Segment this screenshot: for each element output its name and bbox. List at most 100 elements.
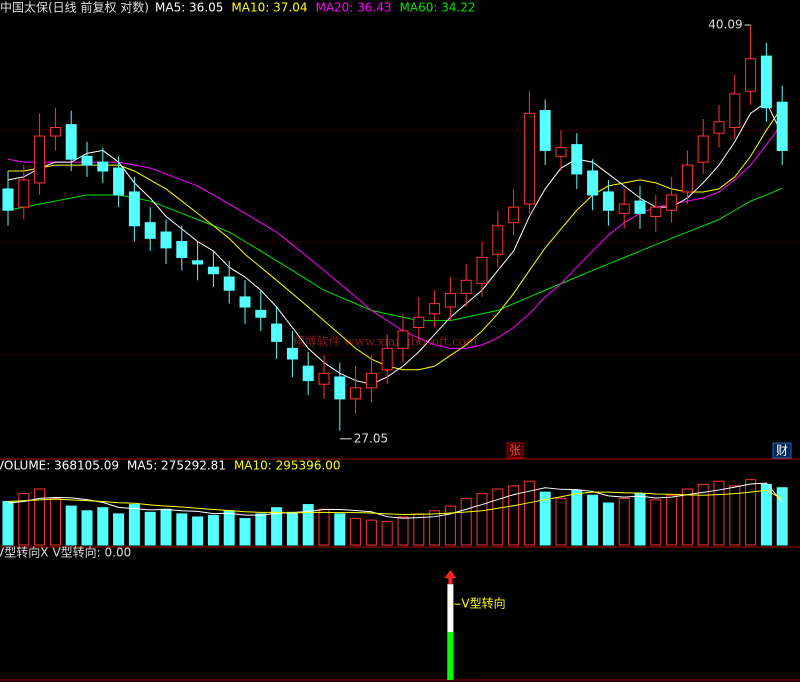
candle-body: [776, 101, 788, 151]
candle-body: [429, 303, 441, 315]
candle-body: [381, 347, 393, 371]
volume-bar: [2, 500, 14, 546]
candle-body: [571, 144, 583, 175]
volume-bar: [555, 497, 567, 546]
legend-entry: MA10: 37.04: [231, 1, 307, 15]
volume-bar: [81, 510, 93, 546]
candle-body: [365, 372, 377, 389]
signal-arrow: [444, 570, 457, 585]
candle-body: [286, 347, 298, 360]
candle-body: [255, 309, 267, 318]
volume-bar: [413, 513, 425, 546]
volume-bar: [634, 493, 646, 546]
volume-bar: [144, 511, 156, 546]
volume-bar: [350, 518, 362, 546]
volume-bar: [223, 510, 235, 546]
candle-body: [81, 155, 93, 166]
chart-title: 中国太保(日线 前复权 对数): [0, 0, 149, 15]
candle-body: [650, 206, 662, 217]
candle-body: [207, 266, 219, 275]
candle-body: [192, 260, 204, 265]
badge-box: [772, 442, 792, 459]
candle-body: [397, 330, 409, 349]
volume-bar: [713, 480, 725, 546]
candle-body: [745, 58, 757, 92]
candle-body: [176, 241, 188, 258]
volume-bar: [397, 516, 409, 546]
candle-body: [2, 188, 14, 211]
volume-bar: [587, 494, 599, 546]
indicator-title: V型转向X: [0, 545, 48, 560]
legend-entry: MA10: 295396.00: [234, 459, 341, 473]
badge-box: [506, 442, 524, 459]
volume-bar: [49, 497, 61, 546]
volume-ma-line: [7, 489, 783, 516]
candle-body: [302, 365, 314, 382]
volume-bar: [176, 513, 188, 546]
signal-annotation: V型转向: [461, 596, 505, 611]
badge: 财: [776, 444, 788, 458]
volume-bar: [302, 504, 314, 546]
candle-body: [760, 55, 772, 109]
candle-body: [697, 135, 709, 163]
candle-body: [65, 124, 77, 160]
candle-body: [160, 231, 172, 249]
legend-entry: MA20: 36.43: [315, 1, 391, 15]
high-label: 40.09: [708, 18, 742, 32]
legend-entry: MA5: 275292.81: [127, 459, 226, 473]
volume-bar: [697, 483, 709, 546]
volume-bar: [160, 508, 172, 546]
volume-bar: [745, 479, 757, 546]
candle-body: [113, 167, 125, 196]
candle-body: [413, 316, 425, 329]
volume-bar: [255, 513, 267, 546]
volume-bar: [539, 491, 551, 546]
volume-bar: [729, 485, 741, 546]
candle-body: [239, 296, 251, 308]
volume-bar: [650, 499, 662, 546]
volume-bar: [113, 513, 125, 546]
candle-body: [334, 376, 346, 400]
volume-bar: [476, 493, 488, 546]
legend-entry: MA60: 34.22: [400, 1, 476, 15]
volume-bar: [492, 488, 504, 546]
volume-bar: [760, 483, 772, 546]
dotted-guides: [0, 129, 800, 356]
candle-body: [602, 191, 614, 211]
volume-bar: [666, 494, 678, 546]
volume-bar: [318, 508, 330, 546]
volume-bar: [602, 502, 614, 546]
volume-bar: [444, 505, 456, 546]
volume-bar: [239, 518, 251, 546]
legend-entry: VOLUME: 368105.09: [0, 459, 119, 473]
volume-bar: [523, 480, 535, 546]
candle-body: [666, 194, 678, 211]
legend-entry: V型转向: 0.00: [52, 545, 131, 560]
candle-body: [539, 110, 551, 151]
volume-bar: [381, 521, 393, 546]
volume-bar: [776, 487, 788, 546]
candle-body: [144, 222, 156, 239]
candle-body: [618, 203, 630, 214]
candle-body: [492, 225, 504, 255]
volume-bar: [460, 497, 472, 546]
volume-bar: [365, 519, 377, 546]
candle-body: [523, 112, 535, 205]
header-bg: [0, 0, 800, 15]
ma-line: [8, 106, 783, 371]
badge: 张: [509, 444, 521, 458]
candle-body: [318, 372, 330, 385]
legend-entry: MA5: 36.05: [155, 1, 223, 15]
candle-body: [460, 279, 472, 295]
candle-body: [128, 191, 140, 227]
candle-body: [18, 179, 30, 208]
candle-body: [508, 206, 520, 224]
volume-bar: [681, 488, 693, 546]
candle-body: [223, 276, 235, 291]
volume-bar: [271, 507, 283, 546]
volume-bar: [34, 488, 46, 546]
candle-body: [681, 164, 693, 193]
candle-body: [444, 293, 456, 308]
volume-bar: [286, 511, 298, 546]
